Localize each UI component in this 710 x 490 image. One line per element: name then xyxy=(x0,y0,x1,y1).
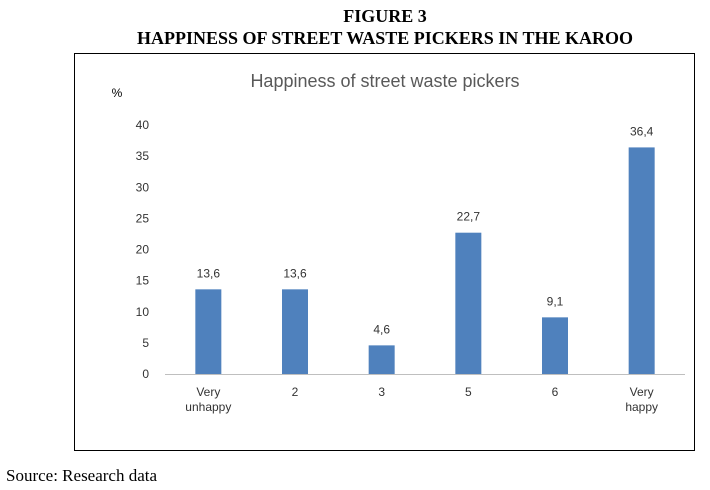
x-tick-label-line: happy xyxy=(625,400,658,414)
figure-number: FIGURE 3 xyxy=(343,6,427,26)
x-tick-label-line: 5 xyxy=(465,385,472,399)
y-tick-label: 15 xyxy=(136,274,150,288)
y-tick-label: 0 xyxy=(142,367,149,381)
source-note: Source: Research data xyxy=(6,466,158,485)
x-tick-label-line: 6 xyxy=(552,385,559,399)
x-tick-label: 3 xyxy=(378,385,385,399)
figure-title: HAPPINESS OF STREET WASTE PICKERS IN THE… xyxy=(137,28,633,48)
bar xyxy=(195,289,222,374)
y-tick-label: 30 xyxy=(136,180,150,194)
data-label: 4,6 xyxy=(373,322,390,336)
x-tick-label: Very unhappy xyxy=(185,385,231,414)
y-tick-label: 40 xyxy=(136,118,150,132)
bar xyxy=(282,289,308,374)
chart-frame: Happiness of street waste pickers % 0 5 10… xyxy=(74,53,695,451)
y-tick-label: 35 xyxy=(136,149,150,163)
y-axis-unit-label: % xyxy=(112,86,123,100)
data-label: 36,4 xyxy=(630,124,654,138)
y-tick-label: 20 xyxy=(136,243,150,257)
x-tick-label: 2 xyxy=(292,385,299,399)
bar xyxy=(628,147,655,374)
data-label: 9,1 xyxy=(547,294,564,308)
x-tick-label: 6 xyxy=(552,385,559,399)
x-tick-label-line: unhappy xyxy=(185,400,231,414)
y-tick-label: 10 xyxy=(136,305,150,319)
data-label: 13,6 xyxy=(283,266,307,280)
bar xyxy=(455,232,482,374)
data-label: 13,6 xyxy=(197,266,221,280)
x-tick-label: Very happy xyxy=(625,385,658,414)
x-tick-label-line: 2 xyxy=(292,385,299,399)
data-label: 22,7 xyxy=(457,210,481,224)
bar-chart: Happiness of street waste pickers % 0 5 10… xyxy=(112,71,685,414)
y-tick-label: 5 xyxy=(142,336,149,350)
bar xyxy=(542,317,568,374)
y-tick-label: 25 xyxy=(136,211,150,225)
x-tick-label-line: Very xyxy=(630,385,654,399)
x-tick-label-line: 3 xyxy=(378,385,385,399)
x-tick-label-line: Very xyxy=(196,385,220,399)
chart-title: Happiness of street waste pickers xyxy=(250,71,519,91)
x-tick-label: 5 xyxy=(465,385,472,399)
bar xyxy=(368,345,395,374)
